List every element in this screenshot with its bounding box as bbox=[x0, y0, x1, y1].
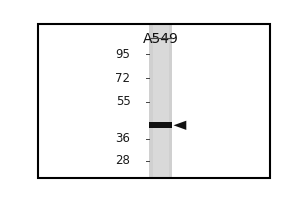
Bar bbox=[149, 24, 172, 178]
Text: 95: 95 bbox=[116, 48, 130, 61]
Bar bbox=[149, 122, 172, 128]
Polygon shape bbox=[173, 121, 186, 130]
Text: 55: 55 bbox=[116, 95, 130, 108]
Text: 28: 28 bbox=[116, 154, 130, 167]
Bar bbox=[153, 24, 169, 178]
Text: A549: A549 bbox=[143, 32, 179, 46]
Text: 72: 72 bbox=[116, 72, 130, 85]
Text: 36: 36 bbox=[116, 132, 130, 145]
